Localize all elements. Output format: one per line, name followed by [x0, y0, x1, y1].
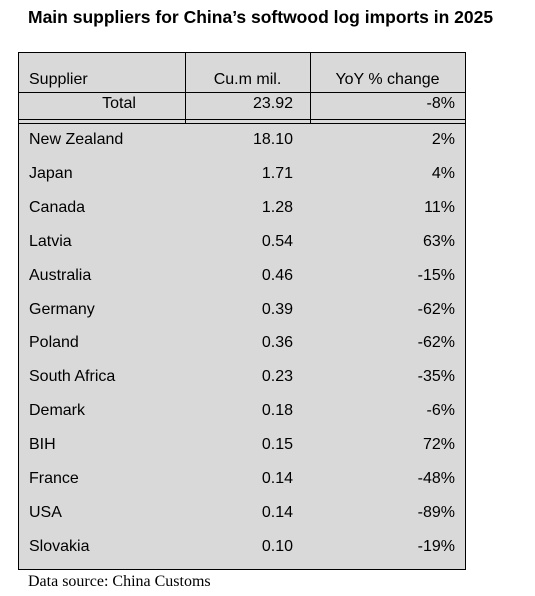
volume: 0.10 — [261, 537, 293, 555]
supplier: Slovakia — [29, 537, 90, 555]
column-rule — [310, 53, 311, 123]
yoy-change: -15% — [417, 266, 455, 284]
supplier: Australia — [29, 266, 92, 284]
total-label: Total — [102, 95, 136, 112]
volume: 0.15 — [261, 436, 293, 454]
total-value: 23.92 — [252, 95, 293, 112]
volume: 0.54 — [261, 232, 293, 250]
supplier: New Zealand — [29, 131, 124, 148]
yoy-change: -62% — [417, 300, 455, 318]
total-change: -8% — [426, 95, 455, 112]
supplier: Canada — [29, 198, 86, 216]
table: Supplier Cu.m mil. YoY % change Total 23.92 -… — [18, 52, 466, 570]
total-rule — [19, 123, 465, 124]
yoy-change: -6% — [426, 402, 455, 420]
supplier: Poland — [29, 334, 79, 352]
column-header: YoY % change — [335, 71, 440, 88]
supplier: Latvia — [29, 232, 72, 250]
volume: 0.18 — [261, 402, 293, 420]
supplier: Demark — [29, 402, 86, 420]
volume: 18.10 — [252, 131, 293, 148]
column-header: Supplier — [29, 71, 88, 88]
yoy-change: 2% — [431, 131, 455, 148]
yoy-change: -19% — [417, 537, 455, 555]
yoy-change: 72% — [422, 436, 455, 454]
volume: 1.71 — [261, 164, 293, 182]
supplier: BIH — [29, 436, 56, 454]
volume: 0.46 — [261, 266, 293, 284]
supplier: France — [29, 470, 79, 487]
supplier: South Africa — [29, 368, 116, 386]
yoy-change: 4% — [431, 164, 455, 182]
supplier: USA — [29, 503, 62, 521]
volume: 0.14 — [261, 503, 293, 521]
column-header: Cu.m mil. — [213, 71, 282, 88]
supplier: Japan — [29, 164, 73, 182]
column-rule — [185, 53, 186, 123]
volume: 1.28 — [261, 198, 293, 216]
source: Data source: China Customs — [28, 573, 211, 590]
volume: 0.23 — [261, 368, 293, 386]
yoy-change: 63% — [422, 232, 455, 250]
volume: 0.39 — [261, 300, 293, 318]
total-rule — [19, 119, 465, 120]
supplier: Germany — [29, 300, 95, 318]
volume: 0.14 — [261, 470, 293, 487]
yoy-change: -48% — [417, 470, 455, 487]
title: Main suppliers for China’s softwood log … — [28, 7, 494, 27]
yoy-change: -89% — [417, 503, 455, 521]
yoy-change: 11% — [424, 198, 455, 216]
volume: 0.36 — [261, 334, 293, 352]
yoy-change: -62% — [417, 334, 455, 352]
yoy-change: -35% — [417, 368, 455, 386]
header-rule — [19, 92, 465, 93]
